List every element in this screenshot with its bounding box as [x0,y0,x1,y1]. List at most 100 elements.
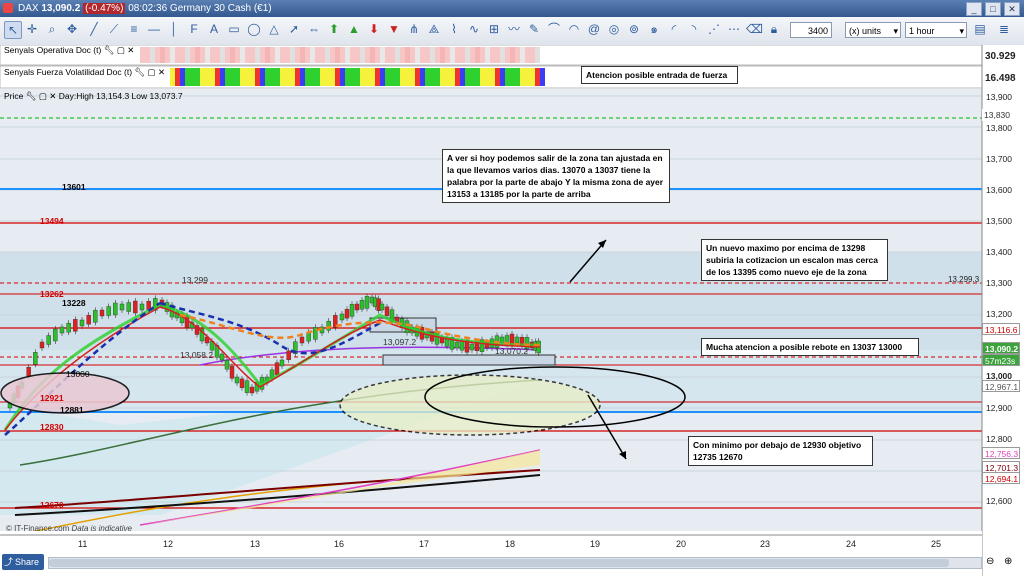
fuerza-signal-bar [355,68,360,86]
y-tick: 12,800 [986,434,1012,444]
chevron-down-icon: ▾ [959,26,964,36]
fuerza-signal-bar [530,68,535,86]
fuerza-signal-bar [525,68,530,86]
annotation-zona[interactable]: A ver si hoy podemos salir de la zona ta… [442,149,670,203]
fuerza-signal-bar [225,68,230,86]
up-arrow-icon[interactable]: ▲ [348,22,360,36]
operativa-panel-header[interactable]: Senyals Operativa Doc (t) 🔧︎ ▢ ✕ [4,45,134,56]
operativa-signal-bar [345,47,350,63]
x-tick: 24 [846,539,857,549]
scrollbar-thumb[interactable] [49,559,949,567]
arc-tool-icon[interactable]: ◠ [568,22,580,36]
operativa-signal-bar [215,47,220,63]
eraser-tool-icon[interactable]: ⌫ [746,22,763,36]
share-button[interactable]: ⤴ Share [2,554,44,570]
annotation-fuerza[interactable]: Atencion posible entrada de fuerza [581,66,738,84]
fuerza-signal-bar [410,68,415,86]
operativa-signal-bar [485,47,490,63]
level-13299-mark: 13,299 [182,275,208,285]
zoom-in-icon[interactable]: ⊕ [1004,556,1013,567]
zoom-out-icon[interactable]: ⊖ [986,556,995,567]
operativa-signal-bar [165,47,170,63]
ray-tool-icon[interactable]: ⟋ [109,22,119,36]
measure-tool-icon[interactable]: ⇔ [308,22,320,36]
fuerza-signal-bar [325,68,330,86]
fuerza-panel-header[interactable]: Senyals Fuerza Volatilidad Doc (t) 🔧︎ ▢ … [4,67,165,78]
operativa-signal-bar [365,47,370,63]
curve-tool-icon[interactable]: ⌒ [547,22,560,36]
gann-tool-icon[interactable]: ⟁ [428,22,440,36]
chart-area[interactable]: Senyals Operativa Doc (t) 🔧︎ ▢ ✕ Senyals… [0,45,1024,576]
fuerza-signal-bar [215,68,220,86]
lock-tool-icon[interactable]: 🔒︎ [770,22,778,36]
vertical-line-tool-icon[interactable]: │ [170,22,178,36]
settings-icon[interactable]: 🔧︎ ▢ ✕ [134,67,166,77]
channel-tool-icon[interactable]: ≡ [130,22,138,36]
wave-tool-icon[interactable]: 〰 [507,22,520,36]
circles-tool-icon[interactable]: ◎ [608,22,620,36]
arrow-tool-icon[interactable]: ➚ [288,22,300,36]
annotation-minimo[interactable]: Con minimo por debajo de 12930 objetivo … [688,436,873,466]
pan-tool-icon[interactable]: ✥ [66,22,78,36]
horizontal-scrollbar[interactable] [48,557,982,569]
quantity-input[interactable]: 3400 [790,22,832,38]
settings-icon[interactable]: 🔧︎ ▢ ✕ [103,45,135,55]
period-tool-icon[interactable]: ⋯ [728,22,740,36]
operativa-signal-bar [295,47,300,63]
maximize-button[interactable]: □ [985,2,1001,16]
spiral-tool-icon[interactable]: @ [587,22,601,36]
horizontal-line-tool-icon[interactable]: — [148,22,160,36]
crosshair-tool-icon[interactable]: ✛ [26,22,38,36]
fuerza-signal-bar [240,68,245,86]
fuerza-signal-bar [275,68,280,86]
pointer-tool-icon[interactable]: ↖ [4,21,22,39]
swirl-tool-icon[interactable]: ๑ [650,22,658,36]
cycle-tool-icon[interactable]: ∿ [468,22,480,36]
settings-icon[interactable]: 🔧︎ ▢ ✕ [25,91,59,101]
sell-arrow-icon[interactable]: ⬇ [368,22,380,36]
units-select[interactable]: (x) units ▾ [845,22,901,38]
down-arrow-icon[interactable]: ▼ [388,22,400,36]
candle-body [454,341,460,349]
operativa-signal-bar [400,47,405,63]
operativa-signal-bar [425,47,430,63]
operativa-signal-bar [220,47,225,63]
pitchfork-tool-icon[interactable]: ⋔ [408,22,420,36]
fuerza-signal-bar [185,68,190,86]
operativa-signal-bar [170,47,175,63]
buy-arrow-icon[interactable]: ⬆ [328,22,340,36]
triangle-tool-icon[interactable]: △ [269,22,279,36]
y-tick: 13,800 [986,123,1012,133]
brush-tool-icon[interactable]: ✎ [528,22,540,36]
candle-body [299,336,305,344]
rectangle-tool-icon[interactable]: ▭ [228,22,240,36]
operativa-signal-bar [315,47,320,63]
candle-body [99,309,105,317]
target-tool-icon[interactable]: ⊚ [628,22,640,36]
minimize-button[interactable]: _ [966,2,982,16]
grid-tool-icon[interactable]: ⊞ [488,22,500,36]
arcs-tool-icon[interactable]: ◜ [671,22,677,36]
close-button[interactable]: ✕ [1004,2,1020,16]
candle-countdown: 57m23s [982,354,1020,366]
fibonacci-tool-icon[interactable]: F [190,22,198,36]
price-panel-header[interactable]: Price 🔧︎ ▢ ✕ Day:High 13,154.3 Low 13,07… [4,91,183,102]
operativa-signal-bar [490,47,495,63]
menu-icon[interactable]: ≣ [998,22,1010,36]
annotation-rebote[interactable]: Mucha atencion a posible rebote en 13037… [701,338,919,356]
operativa-signal-bar [375,47,380,63]
zoom-tool-icon[interactable]: ⌕ [48,22,56,36]
fan-tool-icon[interactable]: ⌇ [451,22,457,36]
annotation-maximo[interactable]: Un nuevo maximo por encima de 13298 subi… [701,239,888,281]
candle-body [286,350,291,361]
ellipse-tool-icon[interactable]: ◯ [247,22,261,36]
line-tool-icon[interactable]: ╱ [90,22,98,36]
x-tick: 16 [334,539,345,549]
text-tool-icon[interactable]: A [209,22,218,36]
speed-arc-tool-icon[interactable]: ◝ [691,22,697,36]
fuerza-signal-bar [180,68,185,86]
chart-settings-icon[interactable]: ▤ [974,22,986,36]
y-tick: 13,500 [986,216,1012,226]
speed-line-tool-icon[interactable]: ⋰ [708,22,720,36]
interval-select[interactable]: 1 hour ▾ [905,22,967,38]
